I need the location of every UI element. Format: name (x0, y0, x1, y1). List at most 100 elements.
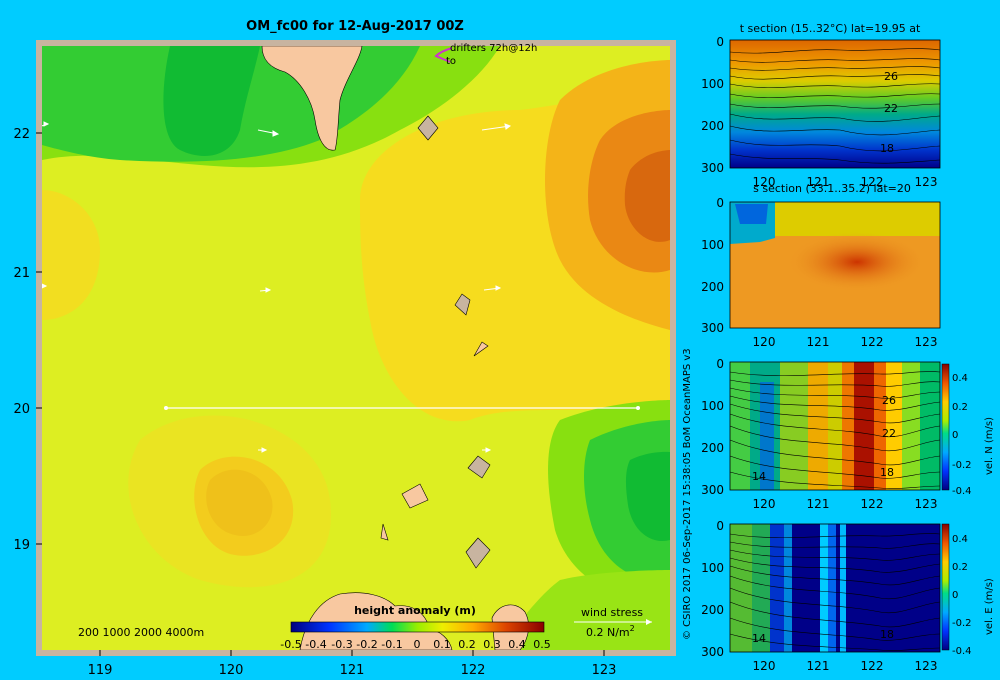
vel-n-stripe-7 (842, 362, 854, 490)
vel-n-stripe-3 (760, 382, 774, 490)
ve-x-tick-121: 121 (807, 659, 830, 673)
vn-y-tick-0: 0 (716, 357, 724, 371)
wind-stress-units-sup: 2 (630, 624, 635, 633)
anomaly-region-greenest-se (625, 451, 670, 541)
vel-n-stripe-11 (902, 362, 920, 490)
vel-e-stripe-5 (820, 524, 828, 652)
s-section-panel: s section (33.1..35.2) lat=20 0 100 200 … (701, 182, 941, 349)
s-y-tick-200: 200 (701, 280, 724, 294)
island-babuyan (467, 455, 491, 479)
s-x-tick-122: 122 (861, 335, 884, 349)
vel-e-stripe-6 (828, 524, 836, 652)
y-tick-21: 21 (13, 266, 30, 281)
main-y-ticks: 22 21 20 19 (13, 127, 42, 553)
ve-cbar-tick-m04: -0.4 (952, 646, 972, 657)
ve-contour-label-14: 14 (752, 632, 766, 645)
ve-y-tick-200: 200 (701, 603, 724, 617)
t-section-title: t section (15..32°C) lat=19.95 at (740, 22, 921, 35)
t-section-frame (729, 39, 941, 169)
vn-contour-label-14: 14 (752, 470, 766, 483)
anomaly-region-brown-east (624, 150, 670, 242)
t-y-tick-300: 300 (701, 161, 724, 175)
ve-cbar-tick-02: 0.2 (952, 562, 968, 573)
wind-stress-label: wind stress (581, 606, 643, 619)
vel-n-colorbar (941, 363, 950, 491)
vel-n-contours (729, 371, 941, 489)
anomaly-region-yellow-sw (128, 415, 331, 588)
island-camiguin (465, 537, 491, 569)
depth-legend: 200 1000 2000 4000m (78, 626, 204, 639)
main-map: drifters 72h@12h to 119 120 121 122 123 … (13, 40, 676, 678)
x-tick-122: 122 (461, 663, 486, 678)
wind-vectors (42, 121, 512, 453)
t-x-tick-122: 122 (861, 175, 884, 189)
cbar-tick-m02: -0.2 (356, 638, 377, 651)
s-section-hot-core (780, 232, 920, 292)
cbar-tick-01: 0.1 (433, 638, 451, 651)
ve-x-tick-120: 120 (753, 659, 776, 673)
drifters-label: drifters 72h@12h (450, 43, 537, 54)
cbar-tick-m03: -0.3 (331, 638, 352, 651)
t-x-tick-120: 120 (753, 175, 776, 189)
t-x-tick-123: 123 (915, 175, 938, 189)
vn-cbar-tick-m04: -0.4 (952, 486, 972, 497)
wind-stress-units: 0.2 N/m2 (586, 624, 635, 639)
cbar-tick-m01: -0.1 (381, 638, 402, 651)
vel-n-stripe-12 (920, 362, 940, 490)
vel-e-contours (729, 533, 941, 651)
vn-cbar-tick-0: 0 (952, 430, 958, 441)
vel-n-stripe-1 (730, 362, 750, 490)
island-small-1 (473, 341, 489, 357)
vn-contour-label-26: 26 (882, 394, 896, 407)
island-penghu (417, 115, 439, 141)
anomaly-region-yellow-west (42, 190, 100, 320)
drifter-track (434, 47, 453, 63)
luzon-land (299, 592, 453, 650)
colorbar-gradient (290, 621, 545, 633)
cbar-tick-05: 0.5 (533, 638, 551, 651)
vel-n-colorbar-label: vel. N (m/s) (984, 417, 995, 475)
cbar-tick-m04: -0.4 (305, 638, 326, 651)
vel-e-frame (729, 523, 941, 653)
vel-e-colorbar (941, 523, 950, 651)
island-calayan (401, 483, 429, 509)
t-y-tick-100: 100 (701, 77, 724, 91)
ve-x-tick-122: 122 (861, 659, 884, 673)
x-tick-119: 119 (88, 663, 113, 678)
vn-cbar-tick-m02: -0.2 (952, 460, 972, 471)
s-section-title: s section (33.1..35.2) lat=20 (753, 182, 911, 195)
vel-n-stripe-8 (854, 362, 874, 490)
vel-e-stripe-4 (784, 524, 792, 652)
cbar-tick-m05: -0.5 (280, 638, 301, 651)
t-contour-label-26: 26 (884, 70, 898, 83)
t-x-tick-121: 121 (807, 175, 830, 189)
vn-y-tick-100: 100 (701, 399, 724, 413)
section-line-end (636, 406, 640, 410)
cbar-tick-04: 0.4 (508, 638, 526, 651)
vn-contour-label-18: 18 (880, 466, 894, 479)
vel-e-colorbar-label: vel. E (m/s) (984, 578, 995, 635)
ve-y-tick-100: 100 (701, 561, 724, 575)
ve-contour-label-18: 18 (880, 628, 894, 641)
vn-cbar-tick-02: 0.2 (952, 402, 968, 413)
chart-title: OM_fc00 for 12-Aug-2017 00Z (246, 19, 464, 34)
vel-n-stripe-10 (886, 362, 902, 490)
cbar-tick-02: 0.2 (458, 638, 476, 651)
x-tick-120: 120 (219, 663, 244, 678)
s-x-tick-123: 123 (915, 335, 938, 349)
y-tick-20: 20 (13, 402, 30, 417)
vn-y-tick-200: 200 (701, 441, 724, 455)
section-line-start (164, 406, 168, 410)
vel-n-panel: 26 22 18 14 0 100 200 300 120 121 122 12… (701, 357, 995, 511)
vn-x-tick-120: 120 (753, 497, 776, 511)
vel-n-frame (729, 361, 941, 491)
vel-e-panel: 18 14 0 100 200 300 120 121 122 123 0.4 … (701, 519, 995, 673)
ve-y-tick-0: 0 (716, 519, 724, 533)
t-section-field (730, 40, 940, 168)
s-y-tick-300: 300 (701, 321, 724, 335)
s-section-frame (729, 201, 941, 329)
vn-y-tick-300: 300 (701, 483, 724, 497)
main-x-ticks: 119 120 121 122 123 (88, 650, 616, 678)
cbar-tick-03: 0.3 (483, 638, 501, 651)
